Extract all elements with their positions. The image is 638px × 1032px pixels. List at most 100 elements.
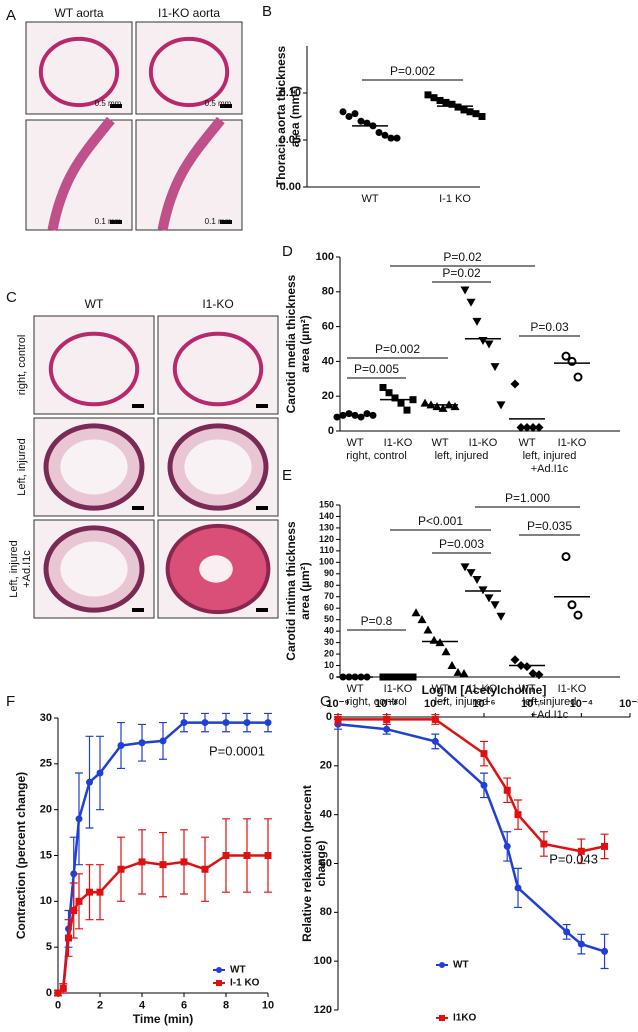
scale-bar	[132, 506, 144, 510]
marker	[117, 865, 125, 873]
marker	[243, 719, 251, 727]
panel-label: B	[262, 3, 272, 20]
marker	[383, 725, 391, 733]
marker	[222, 719, 230, 727]
marker	[201, 719, 209, 727]
marker	[484, 594, 494, 603]
scale-bar	[256, 608, 268, 612]
y-tick-label: 120	[319, 534, 334, 544]
marker	[472, 317, 482, 326]
marker	[379, 384, 387, 391]
vessel-wall	[47, 116, 115, 231]
group-label: +Ad.I1c	[531, 709, 569, 721]
marker	[514, 811, 522, 819]
marker	[243, 852, 251, 859]
marker	[534, 670, 544, 680]
annotation: P=0.035	[527, 519, 572, 533]
marker	[510, 379, 520, 389]
y-tick-label: 120	[314, 1004, 332, 1016]
marker	[438, 403, 448, 412]
y-axis-label: area (mm²)	[288, 86, 302, 147]
y-tick-label: 20	[324, 648, 334, 658]
column-label: I1-KO	[202, 297, 233, 311]
group-label: left, injured	[523, 696, 577, 708]
marker	[514, 884, 522, 892]
marker	[466, 569, 476, 578]
y-tick-label: 40	[322, 355, 334, 367]
marker	[472, 576, 482, 585]
scale-label: 0.5 mm	[95, 99, 122, 108]
marker	[180, 719, 188, 727]
marker	[601, 842, 609, 850]
group-label: left, injured	[435, 450, 489, 462]
marker	[431, 737, 439, 745]
vessel-wall	[157, 116, 225, 231]
x-tick-label: 2	[97, 1000, 103, 1012]
marker	[424, 91, 432, 99]
row-label: Left, injured	[8, 540, 20, 597]
x-tick-label: 10⁻⁷	[424, 698, 447, 710]
y-tick-label: 5	[46, 941, 52, 953]
marker	[528, 669, 538, 679]
marker	[496, 401, 506, 410]
vessel-wall	[148, 36, 230, 108]
marker	[417, 615, 427, 624]
marker	[351, 110, 359, 118]
marker	[411, 608, 421, 617]
y-tick-label: 70	[324, 591, 334, 601]
marker	[563, 928, 571, 936]
marker	[86, 888, 93, 896]
scale-bar	[220, 104, 232, 108]
x-tick-label: I1-KO	[558, 683, 587, 695]
y-axis-label: area (µm²)	[298, 562, 312, 620]
scale-label: 0.5 mm	[205, 99, 232, 108]
marker	[387, 134, 395, 142]
marker	[397, 399, 405, 407]
vessel-wall	[48, 331, 140, 407]
group-label: right, control	[346, 696, 407, 708]
x-axis-label: Time (min)	[133, 1012, 193, 1026]
marker	[450, 402, 460, 411]
marker	[429, 635, 439, 644]
y-tick-label: 100	[314, 955, 332, 967]
marker	[480, 750, 488, 758]
series-line	[338, 718, 605, 853]
marker	[567, 600, 577, 610]
marker	[441, 647, 451, 656]
lumen	[184, 439, 252, 495]
marker	[503, 786, 511, 794]
marker	[75, 815, 83, 823]
annotation: P=0.002	[390, 64, 435, 78]
marker	[86, 778, 93, 786]
x-tick-label: 8	[223, 1000, 229, 1012]
x-tick-label: I1-KO	[384, 437, 413, 449]
panel-label: G	[320, 693, 332, 710]
x-tick-label: WT	[346, 683, 363, 695]
vessel-wall	[172, 331, 264, 407]
marker	[431, 715, 439, 723]
marker	[357, 117, 365, 125]
marker	[534, 423, 544, 433]
x-tick-label: WT	[361, 193, 378, 205]
y-axis-label: Contraction (percent change)	[14, 772, 28, 939]
lumen	[60, 439, 128, 495]
marker	[54, 989, 62, 997]
y-tick-label: 60	[320, 857, 332, 869]
marker	[375, 128, 383, 136]
legend-label: WT	[453, 960, 469, 971]
marker	[577, 847, 585, 855]
marker	[430, 94, 438, 102]
y-axis-label: change)	[314, 840, 328, 886]
marker	[522, 423, 532, 433]
y-tick-label: 0.10	[280, 87, 301, 99]
y-tick-label: 0	[46, 987, 52, 999]
y-tick-label: 30	[324, 637, 334, 647]
y-tick-label: 130	[319, 522, 334, 532]
column-label: WT aorta	[54, 6, 103, 20]
y-tick-label: 140	[319, 511, 334, 521]
y-tick-label: 40	[324, 626, 334, 636]
scale-bar	[132, 608, 144, 612]
marker	[503, 842, 511, 850]
marker	[453, 667, 463, 676]
marker	[65, 934, 72, 942]
